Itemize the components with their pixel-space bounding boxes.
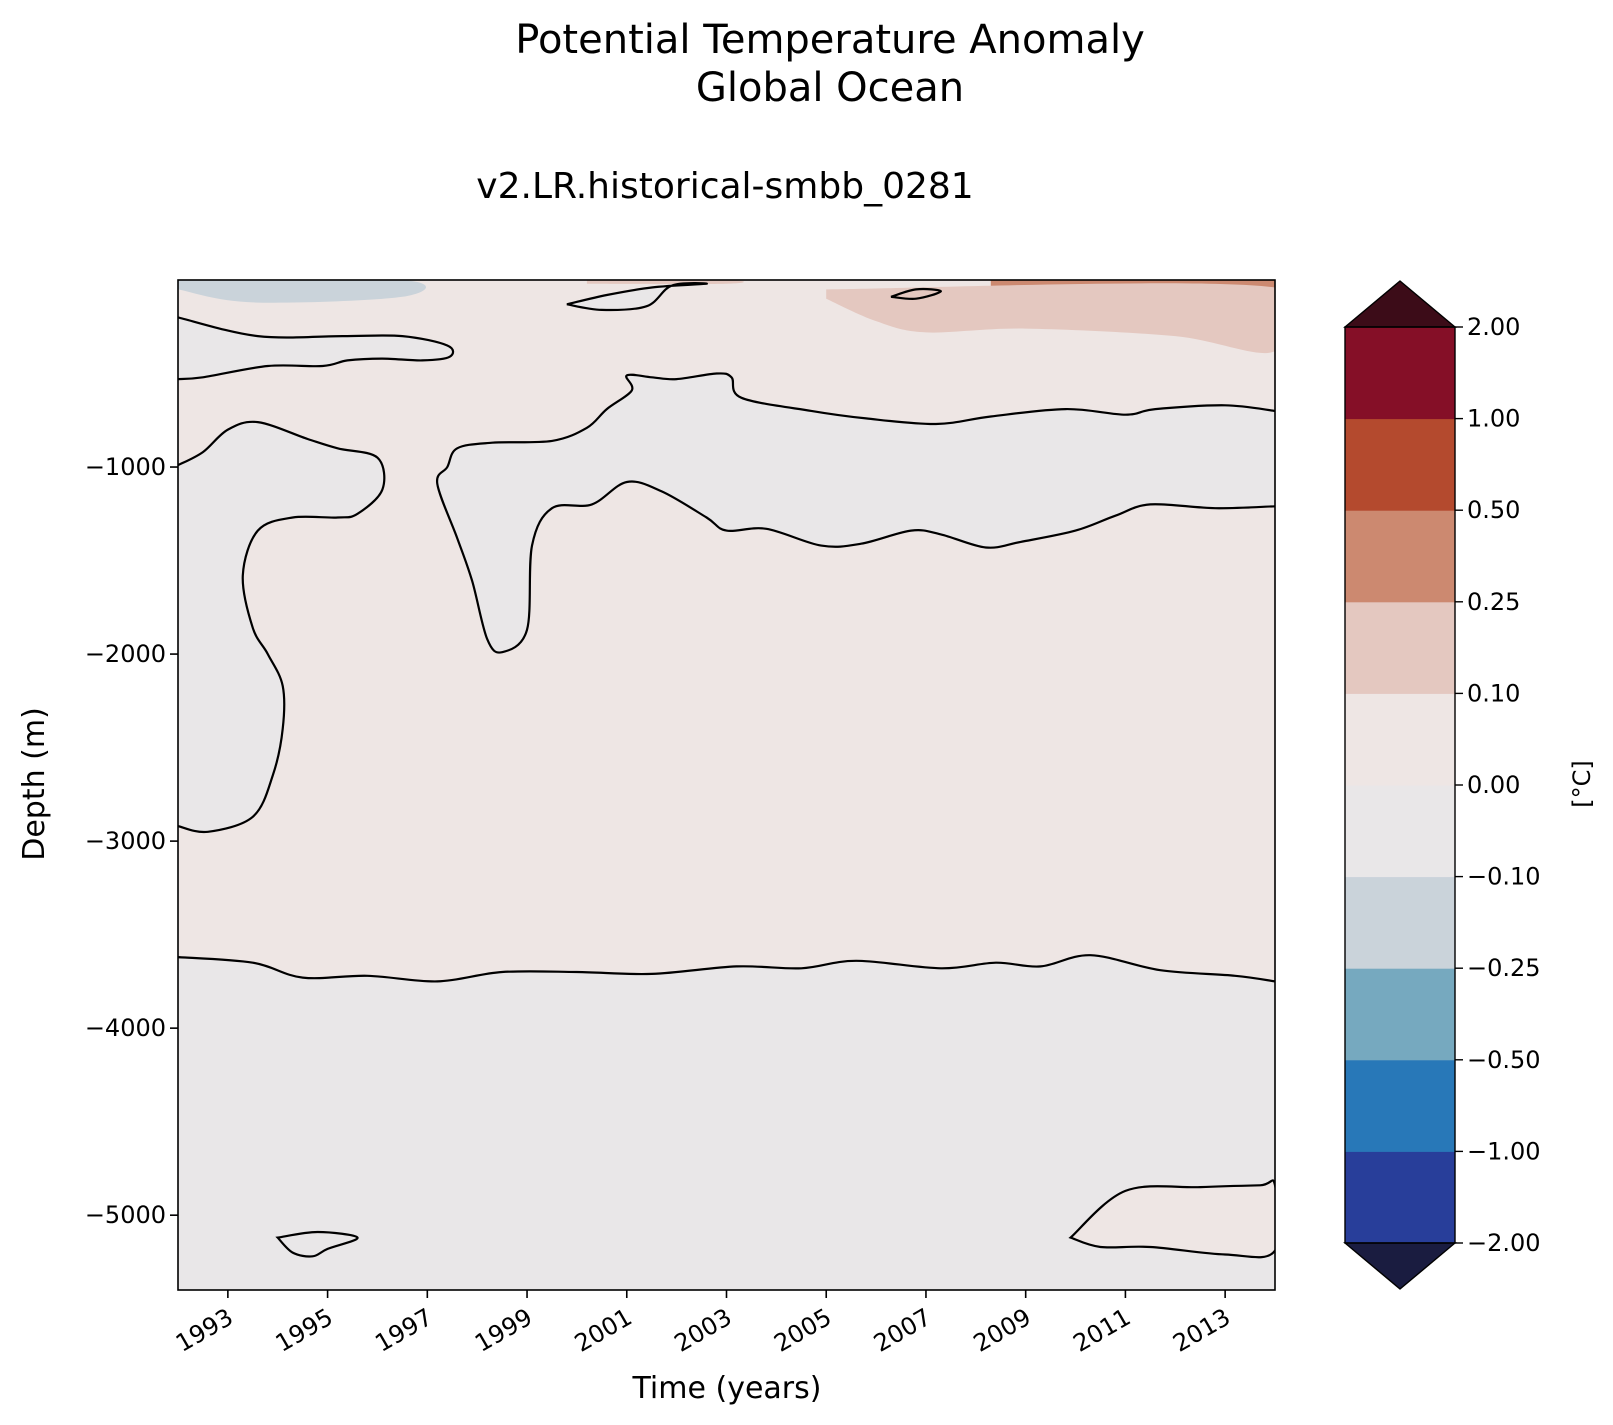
y-tick-label: −4000 — [85, 1014, 166, 1042]
x-tick-label: 1999 — [470, 1303, 537, 1358]
colorbar-tick-label: −0.50 — [1467, 1046, 1541, 1074]
colorbar-bin — [1345, 876, 1455, 969]
y-tick-label: −1000 — [85, 453, 166, 481]
x-tick-label: 1997 — [370, 1303, 437, 1358]
colorbar: −2.00 −1.00 −0.50 −0.25 −0.10 0.00 0.10 0.25 0.5… — [1343, 280, 1541, 1290]
x-tick-label: 2009 — [969, 1303, 1036, 1358]
contour-line-deep-boundary — [178, 954, 1275, 983]
colorbar-bin — [1345, 785, 1455, 878]
colorbar-tick-label: 0.50 — [1467, 496, 1520, 524]
colorbar-bin — [1345, 693, 1455, 786]
surface-warm-zone — [826, 283, 1275, 354]
colorbar-tick-label: −0.10 — [1467, 863, 1541, 891]
colorbar-tick-label: −2.00 — [1467, 1229, 1541, 1257]
x-axis-label: Time (years) — [632, 1371, 822, 1406]
y-tick-label: −3000 — [85, 827, 166, 855]
colorbar-bin — [1345, 968, 1455, 1061]
cold-region-surface-1 — [566, 283, 707, 311]
x-tick-label: 2011 — [1069, 1303, 1136, 1358]
colorbar-bin — [1345, 327, 1455, 420]
colorbar-bin — [1345, 1059, 1455, 1152]
colorbar-bin — [1345, 510, 1455, 603]
contour-line-bottom-left-cold-patch — [275, 1230, 359, 1258]
colorbar-bin — [1345, 601, 1455, 694]
colorbar-over-arrow — [1343, 280, 1457, 328]
cold-region-bottom — [277, 1232, 358, 1257]
colorbar-tick-label: 2.00 — [1467, 313, 1520, 341]
x-tick-label: 1995 — [271, 1303, 338, 1358]
colorbar-tick-label: −0.25 — [1467, 954, 1541, 982]
colorbar-under-arrow — [1343, 1242, 1457, 1290]
chart-subtitle: v2.LR.historical-smbb_0281 — [476, 166, 974, 207]
cold-region-left — [178, 421, 385, 833]
surface-cold-streak — [178, 280, 426, 303]
y-tick-label: −5000 — [85, 1201, 166, 1229]
contour-line-near-surface-patch-2 — [890, 287, 943, 300]
x-tick-label: 2005 — [769, 1303, 836, 1358]
colorbar-tick-label: −1.00 — [1467, 1137, 1541, 1165]
colorbar-label: [°C] — [1568, 760, 1596, 807]
x-tick-label: 1993 — [171, 1303, 238, 1358]
plot-area — [177, 279, 1276, 1291]
y-axis-label: Depth (m) — [17, 707, 52, 861]
warm-region-bottom — [1070, 1180, 1275, 1258]
contour-line-upper-cold-band-boundary — [436, 372, 1275, 654]
contour-line-bottom-right-warm-patch — [1068, 1179, 1275, 1259]
colorbar-tick-label: 0.25 — [1467, 588, 1520, 616]
x-tick-label: 2001 — [570, 1303, 637, 1358]
contour-line-upper-warm-band-top — [178, 316, 455, 381]
x-tick-label: 2003 — [670, 1303, 737, 1358]
contour-line-near-surface-patch-1 — [566, 282, 708, 312]
x-tick-label: 2013 — [1168, 1303, 1235, 1358]
colorbar-tick-label: 0.00 — [1467, 771, 1520, 799]
cold-region-thin — [178, 317, 454, 380]
x-axis: 1993 1995 1997 1999 2001 2003 2005 2007 2009 2011… — [171, 1290, 1235, 1358]
colorbar-tick-label: 0.10 — [1467, 679, 1520, 707]
x-tick-label: 2007 — [869, 1303, 936, 1358]
colorbar-tick-label: 1.00 — [1467, 405, 1520, 433]
y-tick-label: −2000 — [85, 640, 166, 668]
colorbar-bin — [1345, 1151, 1455, 1244]
contour-line-warm-core-boundary — [178, 420, 386, 834]
chart-title-line1: Potential Temperature Anomaly — [515, 17, 1145, 63]
colorbar-bin — [1345, 418, 1455, 511]
chart-title-line2: Global Ocean — [695, 65, 965, 111]
y-axis: −1000 −2000 −3000 −4000 −5000 — [85, 453, 178, 1229]
cold-region-upper — [437, 373, 1275, 653]
